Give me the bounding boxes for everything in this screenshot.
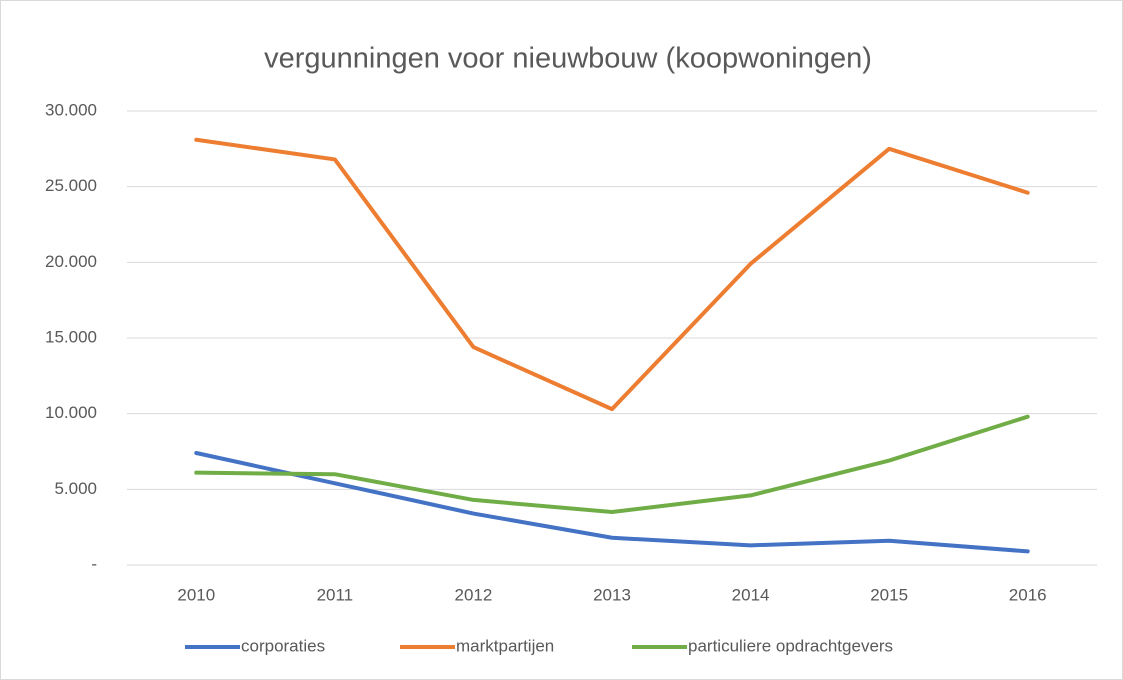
- x-tick-label: 2015: [870, 585, 908, 604]
- x-tick-label: 2013: [593, 585, 631, 604]
- y-tick-label: 10.000: [45, 403, 97, 422]
- series-line: [194, 414, 1030, 515]
- series-line: [194, 137, 1030, 412]
- x-tick-label: 2014: [732, 585, 770, 604]
- legend-label: particuliere opdrachtgevers: [688, 636, 893, 655]
- legend-label: marktpartijen: [456, 636, 554, 655]
- series-line: [194, 451, 1030, 554]
- y-tick-label: 25.000: [45, 176, 97, 195]
- y-tick-label: 30.000: [45, 100, 97, 119]
- x-tick-label: 2010: [177, 585, 215, 604]
- chart-title: vergunningen voor nieuwbouw (koopwoninge…: [264, 43, 872, 75]
- y-tick-label: -: [91, 554, 97, 573]
- x-tick-label: 2016: [1009, 585, 1047, 604]
- y-tick-label: 20.000: [45, 252, 97, 271]
- x-tick-label: 2011: [317, 585, 354, 604]
- legend-label: corporaties: [241, 636, 325, 655]
- y-tick-label: 15.000: [45, 327, 97, 346]
- y-tick-label: 5.000: [54, 479, 97, 498]
- x-tick-label: 2012: [455, 585, 493, 604]
